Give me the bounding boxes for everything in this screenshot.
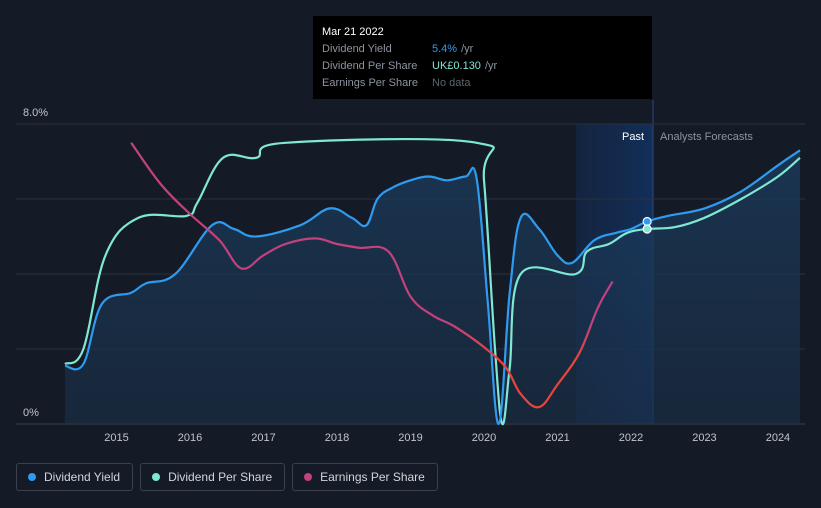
x-tick-label: 2018 <box>325 432 349 444</box>
legend-earnings-per-share[interactable]: Earnings Per Share <box>292 463 438 491</box>
x-tick-label: 2022 <box>619 432 643 444</box>
current-markers <box>642 216 652 234</box>
legend-label: Dividend Yield <box>44 470 121 484</box>
tooltip-label: Earnings Per Share <box>322 77 418 89</box>
yield-area-fill <box>65 150 800 425</box>
x-tick-label: 2023 <box>692 432 716 444</box>
tooltip-value: No data <box>432 77 471 89</box>
tooltip-unit: /yr <box>461 43 474 55</box>
legend-label: Dividend Per Share <box>168 470 273 484</box>
x-tick-label: 2021 <box>545 432 569 444</box>
y-tick-label-bottom: 0% <box>23 407 39 419</box>
legend-dot-icon <box>28 473 36 481</box>
dividend-per-share-marker <box>642 224 652 234</box>
series-lines <box>64 137 801 426</box>
legend-dividend-yield[interactable]: Dividend Yield <box>16 463 134 491</box>
dividend-per-share-line <box>64 137 801 426</box>
tooltip-date: Mar 21 2022 <box>322 26 384 38</box>
past-label: Past <box>622 131 644 143</box>
tooltip-row-earnings-per-share: Earnings Per Share No data <box>322 75 643 92</box>
tooltip-value: 5.4% <box>432 43 458 55</box>
legend-dot-icon <box>152 473 161 481</box>
tooltip-value: UK£0.130 <box>432 60 481 72</box>
legend-label: Earnings Per Share <box>320 470 425 484</box>
x-tick-label: 2015 <box>104 432 128 444</box>
y-tick-label-top: 8.0% <box>23 107 48 119</box>
x-tick-label: 2019 <box>398 432 422 444</box>
legend-dot-icon <box>304 473 313 481</box>
legend: Dividend Yield Dividend Per Share Earnin… <box>16 463 438 491</box>
analysts-forecasts-label: Analysts Forecasts <box>660 131 753 143</box>
dividend-yield-marker <box>642 216 652 227</box>
legend-dividend-per-share[interactable]: Dividend Per Share <box>140 463 286 491</box>
tooltip-label: Dividend Per Share <box>322 60 418 72</box>
earnings-per-share-line <box>130 142 614 409</box>
dividend-yield-line <box>64 149 801 426</box>
tooltip-row-dividend-yield: Dividend Yield 5.4% /yr <box>322 41 643 58</box>
tooltip-row-dividend-per-share: Dividend Per Share UK£0.130 /yr <box>322 58 643 75</box>
x-tick-label: 2017 <box>251 432 275 444</box>
tooltip: Mar 21 2022 Dividend Yield 5.4% /yr Divi… <box>313 16 652 99</box>
x-tick-label: 2024 <box>766 432 790 444</box>
x-tick-label: 2016 <box>178 432 202 444</box>
x-tick-label: 2020 <box>472 432 496 444</box>
tooltip-unit: /yr <box>484 60 498 72</box>
tooltip-label: Dividend Yield <box>322 43 392 55</box>
yield-area <box>65 150 800 425</box>
axes: 2015 2016 2017 2018 2019 2020 2021 2022 2023 2024… <box>23 107 790 444</box>
